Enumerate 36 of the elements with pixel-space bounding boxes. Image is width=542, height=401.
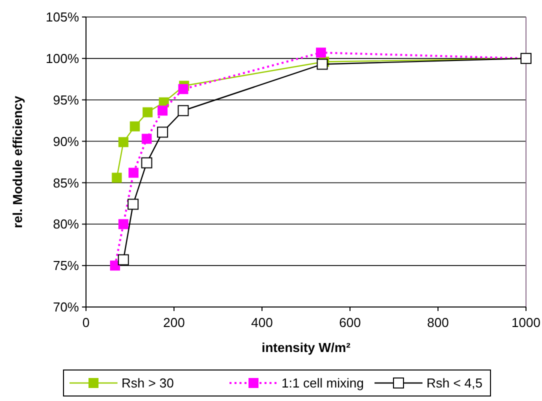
legend-label: 1:1 cell mixing (282, 376, 364, 391)
y-axis-title: rel. Module efficiency (10, 95, 25, 228)
point (130, 121, 140, 132)
point (118, 219, 128, 230)
point (316, 58, 328, 70)
y-tick-label: 105% (46, 10, 80, 25)
y-tick-label: 85% (52, 175, 80, 190)
y-tick-label: 90% (52, 134, 80, 149)
point (112, 172, 122, 183)
y-tick-label: 95% (52, 92, 80, 108)
x-tick-label: 200 (163, 315, 185, 330)
x-tick-label: 400 (251, 315, 273, 330)
y-tick-label: 70% (52, 300, 80, 315)
y-tick-label: 75% (52, 258, 80, 274)
legend-label: Rsh > 30 (122, 376, 174, 391)
point (178, 105, 189, 116)
x-tick-label: 1000 (512, 315, 540, 330)
point (157, 126, 168, 138)
point (110, 260, 120, 271)
legend-label: Rsh < 4,5 (426, 376, 483, 391)
point (178, 84, 188, 94)
y-tick-label: 100% (46, 50, 80, 66)
x-tick-label: 600 (339, 315, 361, 330)
x-tick-label: 0 (82, 315, 90, 330)
x-tick-label: 800 (427, 315, 449, 330)
point (158, 106, 168, 116)
point (141, 157, 152, 168)
point (142, 134, 152, 144)
point (128, 168, 139, 178)
x-axis-title: intensity W/m² (262, 340, 352, 355)
point (128, 198, 139, 210)
point (142, 107, 153, 118)
point (118, 137, 128, 148)
point (316, 48, 326, 58)
point (118, 254, 129, 266)
y-tick-label: 80% (52, 216, 80, 232)
